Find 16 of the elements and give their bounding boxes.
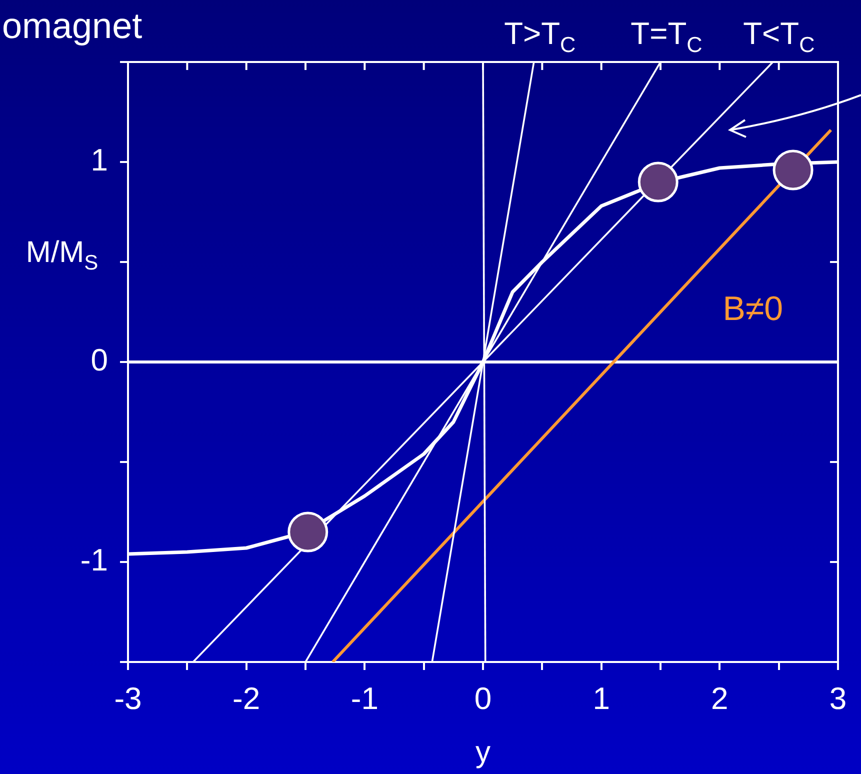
chart-title: omagnet [2,5,142,46]
x-tick-label: -2 [232,681,260,716]
x-tick-label: 1 [592,681,610,716]
point [288,512,328,552]
y-tick-label: -1 [80,542,108,578]
point [772,150,814,190]
x-tick-label: 0 [474,681,492,716]
point [638,162,678,202]
x-tick-label: 2 [711,681,728,716]
x-tick-label: -3 [114,681,142,716]
y-tick-label: 0 [90,342,108,378]
x-axis-title: y [476,736,490,769]
x-tick-label: 3 [829,681,847,716]
series-label: B≠0 [722,290,784,328]
y-tick-label: 1 [90,142,108,178]
x-tick-label: -1 [350,681,378,716]
